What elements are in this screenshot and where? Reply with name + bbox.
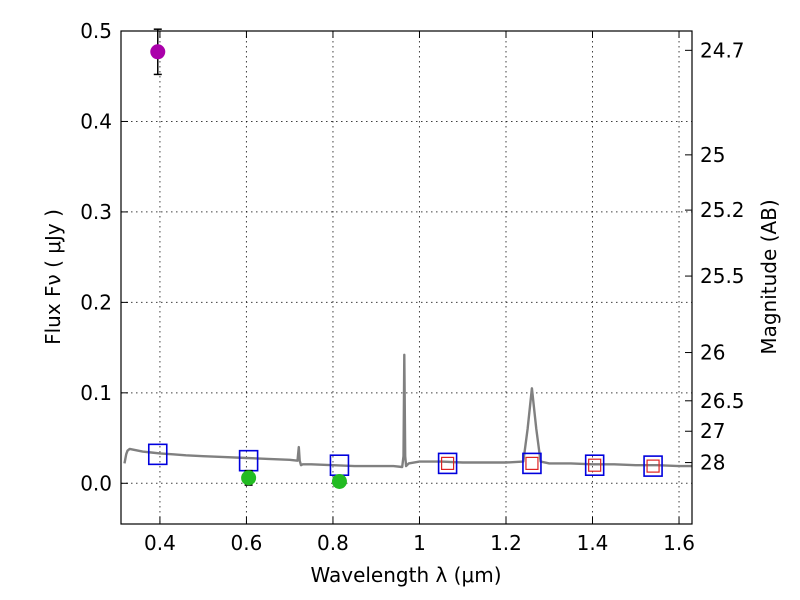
y-tick-label: 0.3 — [80, 200, 112, 224]
y-tick-label: 0.0 — [80, 471, 112, 495]
x-tick-label: 1 — [413, 531, 426, 555]
right-tick-label: 25.5 — [700, 264, 745, 288]
plot-area — [123, 28, 692, 489]
upper-limit-point — [331, 473, 347, 489]
model-box-marker — [643, 455, 663, 477]
right-tick-label: 26 — [700, 341, 725, 365]
model-box-inner-marker — [588, 458, 602, 472]
upper-limit-point — [241, 470, 257, 486]
y-tick-label: 0.4 — [80, 109, 112, 133]
sed-template-line — [123, 353, 692, 469]
x-tick-label: 0.6 — [231, 531, 263, 555]
right-tick-label: 25 — [700, 143, 725, 167]
x-axis-title: Wavelength λ (μm) — [310, 563, 501, 587]
model-box-inner-marker — [440, 456, 455, 470]
y-axis-title: Flux Fν ( μJy ) — [41, 209, 65, 345]
right-tick-label: 25.2 — [700, 198, 745, 222]
y-tick-label: 0.2 — [80, 290, 112, 314]
x-tick-label: 1.4 — [577, 531, 609, 555]
right-axis-title: Magnitude (AB) — [757, 199, 781, 354]
y-tick-label: 0.5 — [80, 19, 112, 43]
plot-frame — [120, 30, 693, 525]
model-box-inner-marker — [525, 456, 539, 470]
axes: 0.4 0.6 0.8 1 1.2 1.4 1.6 0.0 0.1 0.2 0.3 0.4 0.5 24.… — [80, 19, 744, 555]
right-tick-label: 28 — [700, 451, 725, 475]
model-box-marker — [147, 443, 168, 466]
x-tick-label: 1.2 — [490, 531, 522, 555]
model-box-marker — [238, 449, 259, 472]
model-box-marker — [437, 452, 458, 475]
x-tick-label: 0.8 — [317, 531, 349, 555]
model-box-inner-marker — [646, 459, 660, 473]
right-tick-label: 27 — [700, 419, 725, 443]
y-tick-label: 0.1 — [80, 381, 112, 405]
model-box-marker — [522, 452, 542, 475]
right-tick-label: 26.5 — [700, 389, 745, 413]
x-tick-label: 0.4 — [144, 531, 176, 555]
x-tick-label: 1.6 — [663, 531, 695, 555]
grid — [121, 30, 692, 524]
right-tick-label: 24.7 — [700, 38, 745, 62]
model-box-marker — [584, 454, 605, 477]
detection-point — [150, 44, 166, 60]
